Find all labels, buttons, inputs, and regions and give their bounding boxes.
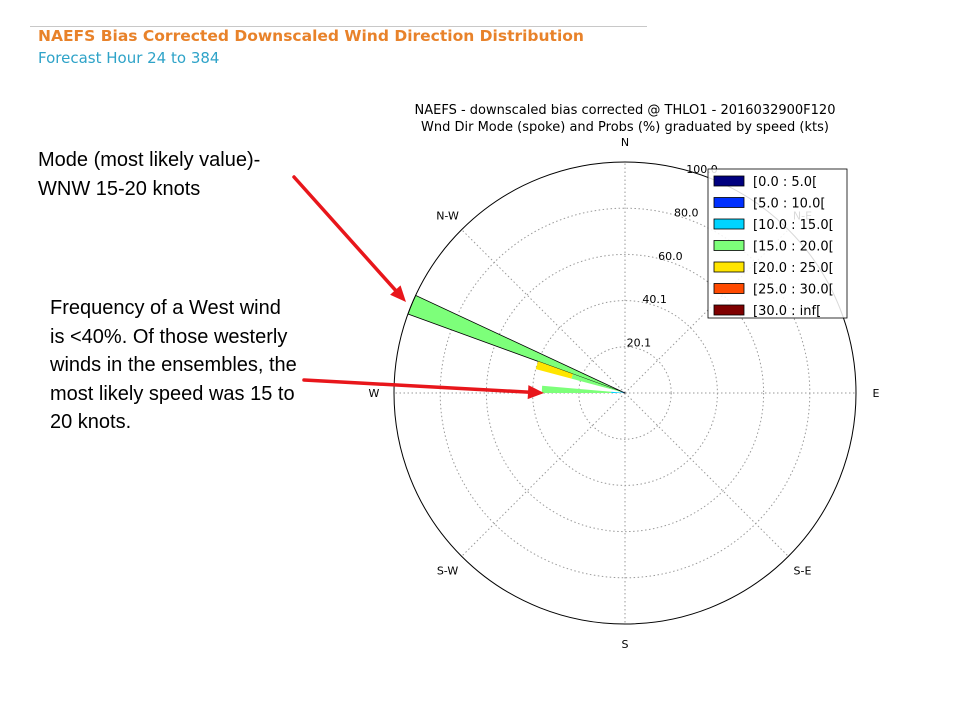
legend-swatch [713, 218, 745, 230]
legend-swatch [713, 261, 745, 273]
radial-tick-label: 60.0 [658, 250, 683, 263]
grid-spoke [624, 392, 789, 557]
sector-segment-1-1 [571, 374, 621, 392]
legend-swatch [713, 283, 745, 294]
west-frequency-annotation: Frequency of a West wind is <40%. Of tho… [50, 297, 297, 433]
sector-segment-1-2 [535, 361, 573, 379]
legend-label: [15.0 : 20.0[ [753, 240, 834, 255]
sector-segment-1-0 [620, 391, 625, 393]
legend-label: [25.0 : 30.0[ [753, 283, 834, 298]
grid-spoke [461, 392, 626, 557]
page-subtitle: Forecast Hour 24 to 384 [38, 49, 220, 67]
grid-spoke [461, 229, 626, 394]
legend-label: [10.0 : 15.0[ [753, 218, 834, 233]
chart-subtitle: Wnd Dir Mode (spoke) and Probs (%) gradu… [421, 120, 829, 135]
direction-label-w: W [369, 387, 380, 400]
header-divider [30, 26, 647, 27]
wind-sectors [407, 294, 626, 394]
direction-label-n: N [621, 136, 629, 149]
direction-label-n-w: N-W [436, 210, 459, 223]
legend-swatch [713, 197, 745, 208]
chart-title: NAEFS - downscaled bias corrected @ THLO… [415, 103, 836, 118]
direction-label-s-w: S-W [437, 564, 459, 577]
legend-label: [0.0 : 5.0[ [753, 175, 817, 190]
sector-segment-2-2 [541, 385, 612, 393]
legend: [0.0 : 5.0[ [5.0 : 10.0[ [10.0 : 15.0[ [15.… [707, 168, 848, 319]
grid-ring [485, 253, 765, 533]
polar-grid [394, 162, 856, 624]
legend-label: [20.0 : 25.0[ [753, 261, 834, 276]
legend-label: [5.0 : 10.0[ [753, 197, 825, 212]
radial-tick-label: 20.1 [627, 336, 652, 349]
legend-label: [30.0 : inf[ [753, 304, 821, 319]
page-title: NAEFS Bias Corrected Downscaled Wind Dir… [38, 27, 584, 45]
radial-tick-label: 40.1 [642, 293, 667, 306]
mode-annotation: Mode (most likely value)- WNW 15-20 knot… [38, 149, 261, 200]
direction-label-s: S [622, 638, 629, 651]
west-arrow [302, 378, 544, 400]
annotation-arrows [292, 175, 544, 400]
legend-swatch [713, 304, 745, 316]
legend-swatch [713, 175, 745, 187]
polar-frame [393, 161, 857, 625]
direction-label-e: E [873, 387, 880, 400]
direction-label-s-e: S-E [794, 564, 812, 577]
legend-swatch [713, 240, 745, 251]
mode-arrow [292, 175, 406, 302]
sector-segment-2-1 [611, 391, 623, 393]
radial-tick-label: 80.0 [674, 206, 699, 219]
